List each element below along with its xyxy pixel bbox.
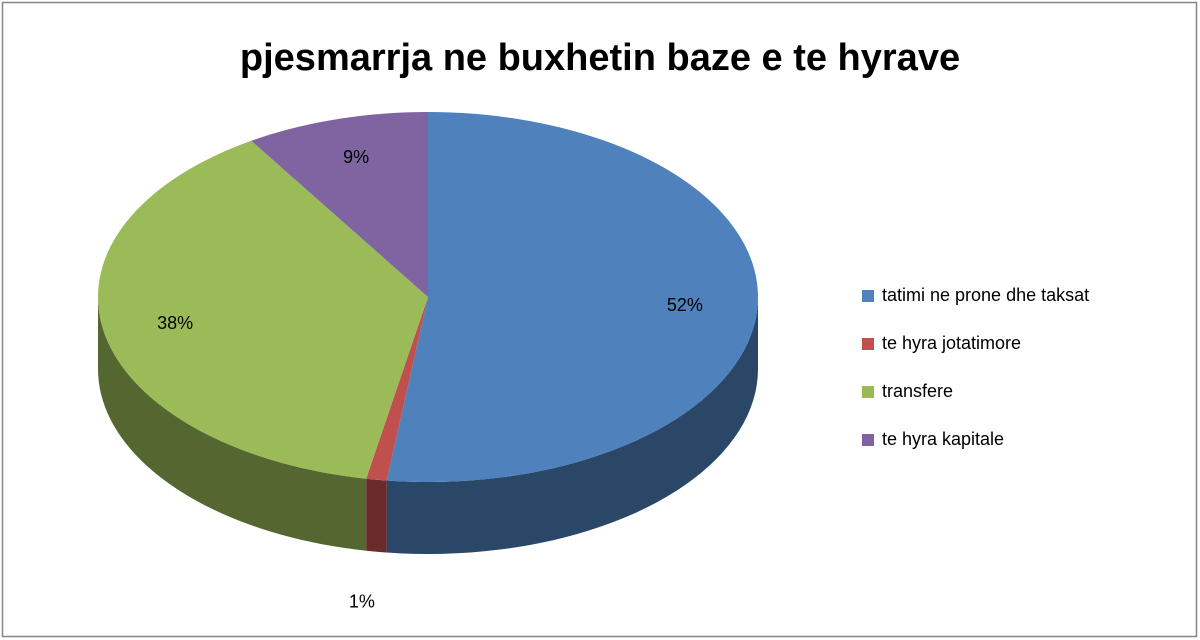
slice-top [386,112,758,482]
legend-swatch [862,290,874,302]
slice-top [366,297,428,481]
pie-slice [98,140,428,551]
data-label: 1% [349,592,375,612]
legend-label: te hyra jotatimore [882,333,1021,353]
slice-top [98,140,428,479]
slice-side [98,297,367,551]
pie-slice [386,112,758,554]
data-label: 9% [343,147,369,167]
slice-top [251,112,428,297]
slice-side [386,297,758,554]
chart-title: pjesmarrja ne buxhetin baze e te hyrave [240,37,960,79]
data-label: 52% [667,295,703,315]
slice-side [366,478,387,553]
legend-label: transfere [882,381,953,401]
pie-slice [251,112,428,297]
legend-swatch [862,434,874,446]
legend-swatch [862,386,874,398]
pie-slice [366,297,428,553]
data-label: 38% [157,313,193,333]
legend-label: tatimi ne prone dhe taksat [882,285,1089,305]
legend-swatch [862,338,874,350]
legend-label: te hyra kapitale [882,429,1004,449]
